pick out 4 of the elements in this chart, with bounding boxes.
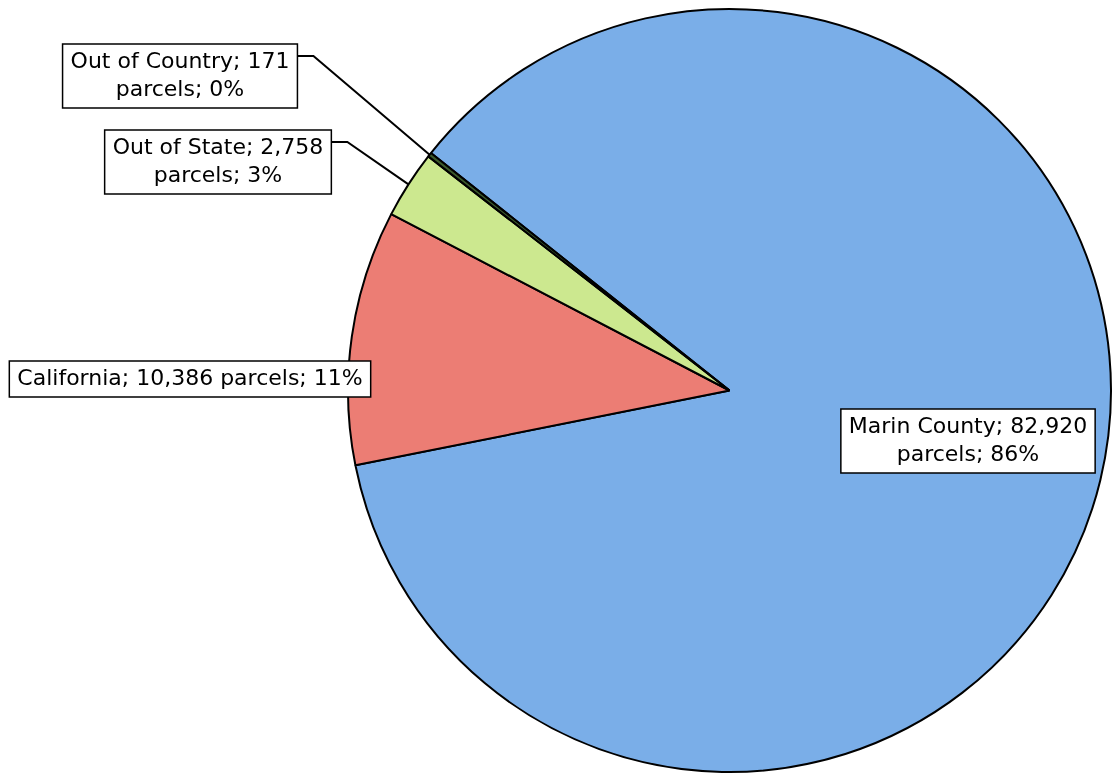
slice-label: Out of State; 2,758 parcels; 3%	[112, 133, 324, 187]
slice-label: Out of Country; 171 parcels; 0%	[70, 47, 290, 101]
slice-label: Marin County; 82,920 parcels; 86%	[848, 412, 1088, 466]
slice-label: California; 10,386 parcels; 11%	[17, 364, 363, 390]
